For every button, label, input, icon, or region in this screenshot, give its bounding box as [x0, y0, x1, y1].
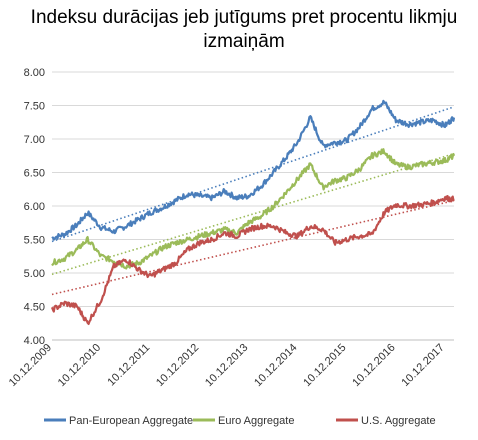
x-tick-label: 10.12.2009 — [7, 342, 54, 389]
series-line-euro-aggregate — [51, 148, 456, 270]
x-tick-label: 10.12.2017 — [399, 342, 446, 389]
y-tick-label: 4.00 — [24, 335, 45, 347]
x-tick-label: 10.12.2015 — [301, 342, 348, 389]
trendline-u-s-aggregate — [51, 199, 455, 296]
chart-title: Indeksu durācijas jeb jutīgums pret proc… — [30, 7, 458, 52]
x-tick-label: 10.12.2010 — [56, 342, 103, 389]
y-tick-label: 6.00 — [24, 201, 45, 213]
y-tick-label: 5.00 — [24, 268, 45, 280]
y-tick-label: 8.00 — [24, 67, 45, 79]
legend-label-pan-european-aggregate: Pan-European Aggregate — [69, 415, 193, 427]
legend-label-u-s-aggregate: U.S. Aggregate — [361, 415, 436, 427]
y-tick-label: 5.50 — [24, 235, 45, 247]
x-tick-label: 10.12.2013 — [203, 342, 250, 389]
x-tick-label: 10.12.2012 — [154, 342, 201, 389]
series-line-pan-european-aggregate — [51, 99, 456, 241]
y-tick-label: 6.50 — [24, 168, 45, 180]
x-tick-label: 10.12.2011 — [105, 342, 152, 389]
y-tick-label: 7.50 — [24, 101, 45, 113]
x-tick-label: 10.12.2016 — [350, 342, 397, 389]
trendline-euro-aggregate — [51, 152, 455, 276]
trendline-pan-european-aggregate — [51, 106, 455, 243]
x-tick-label: 10.12.2014 — [252, 342, 299, 389]
y-tick-label: 7.00 — [24, 134, 45, 146]
legend-label-euro-aggregate: Euro Aggregate — [218, 415, 294, 427]
series-line-u-s-aggregate — [50, 195, 455, 325]
y-tick-label: 4.50 — [24, 302, 45, 314]
